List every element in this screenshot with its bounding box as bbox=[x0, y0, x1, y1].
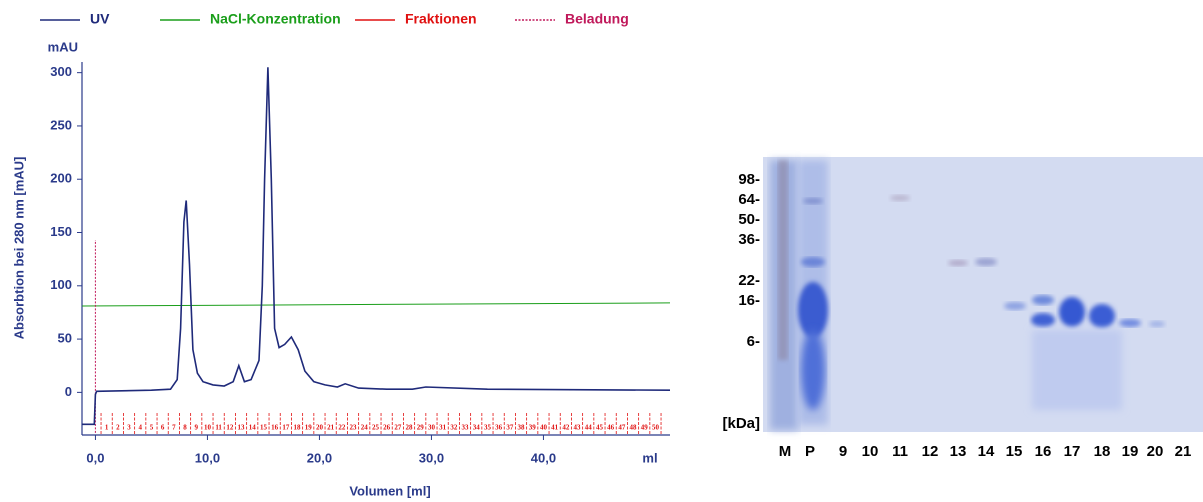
fraction-label: 14 bbox=[249, 424, 257, 432]
fraction-label: 6 bbox=[161, 424, 165, 432]
lane-label: 10 bbox=[862, 443, 879, 460]
fraction-label: 8 bbox=[183, 424, 187, 432]
fraction-label: 22 bbox=[338, 424, 346, 432]
fraction-label: 11 bbox=[215, 424, 222, 432]
fraction-label: 5 bbox=[150, 424, 154, 432]
fraction-label: 16 bbox=[271, 424, 279, 432]
legend-label: Beladung bbox=[565, 11, 629, 27]
fraction-label: 17 bbox=[282, 424, 290, 432]
y-tick-label: 200 bbox=[50, 171, 72, 186]
marker-label: 22- bbox=[738, 272, 760, 289]
fraction-label: 12 bbox=[226, 424, 234, 432]
fraction-label: 9 bbox=[194, 424, 198, 432]
fraction-label: 18 bbox=[294, 424, 302, 432]
fraction-label: 3 bbox=[127, 424, 131, 432]
lane-label: 21 bbox=[1175, 443, 1192, 460]
fraction-label: 48 bbox=[630, 424, 638, 432]
x-tick-label: 40,0 bbox=[531, 450, 556, 465]
x-tick-label: 0,0 bbox=[86, 450, 104, 465]
lane-label: 15 bbox=[1006, 443, 1023, 460]
lane-label: 13 bbox=[950, 443, 967, 460]
y-unit: mAU bbox=[48, 39, 78, 54]
marker-label: 16- bbox=[738, 292, 760, 309]
fraction-label: 28 bbox=[406, 424, 414, 432]
marker-label: 64- bbox=[738, 191, 760, 208]
fraction-label: 41 bbox=[551, 424, 559, 432]
x-tick-label: 20,0 bbox=[307, 450, 332, 465]
x-tick-label: 10,0 bbox=[195, 450, 220, 465]
fraction-label: 38 bbox=[518, 424, 526, 432]
fraction-label: 40 bbox=[540, 424, 548, 432]
y-tick-label: 300 bbox=[50, 64, 72, 79]
lane-label: 18 bbox=[1094, 443, 1111, 460]
fraction-label: 4 bbox=[138, 424, 142, 432]
y-title: Absorbtion bei 280 nm [mAU] bbox=[11, 157, 26, 340]
lane-label: 17 bbox=[1064, 443, 1081, 460]
page: UV NaCl-Konzentration Fraktionen Beladung mA… bbox=[0, 0, 1203, 502]
y-tick-label: 250 bbox=[50, 117, 72, 132]
y-tick-label: 100 bbox=[50, 277, 72, 292]
fraction-label: 1 bbox=[105, 424, 109, 432]
fraction-label: 15 bbox=[260, 424, 268, 432]
y-tick-label: 150 bbox=[50, 224, 72, 239]
fraction-label: 30 bbox=[428, 424, 436, 432]
lane-label: 19 bbox=[1122, 443, 1139, 460]
fraction-label: 32 bbox=[450, 424, 458, 432]
nacl-line bbox=[82, 303, 670, 306]
gel-unit: [kDa] bbox=[722, 415, 760, 432]
fraction-label: 23 bbox=[350, 424, 358, 432]
fraction-label: 34 bbox=[473, 424, 481, 432]
fraction-label: 37 bbox=[506, 424, 514, 432]
fraction-label: 31 bbox=[439, 424, 447, 432]
fraction-label: 33 bbox=[462, 424, 470, 432]
fraction-label: 36 bbox=[495, 424, 503, 432]
marker-label: 98- bbox=[738, 171, 760, 188]
marker-label: 50- bbox=[738, 211, 760, 228]
y-tick-label: 0 bbox=[65, 384, 72, 399]
fraction-label: 10 bbox=[204, 424, 212, 432]
lane-label: P bbox=[805, 443, 815, 460]
fraction-label: 35 bbox=[484, 424, 492, 432]
lane-label: M bbox=[779, 443, 792, 460]
lane-label: 9 bbox=[839, 443, 847, 460]
legend-label: UV bbox=[90, 11, 110, 27]
marker-label: 6- bbox=[747, 333, 760, 350]
gel-image bbox=[763, 157, 1203, 432]
fraction-label: 25 bbox=[372, 424, 380, 432]
fraction-label: 24 bbox=[361, 424, 369, 432]
x-tick-label: 30,0 bbox=[419, 450, 444, 465]
fraction-label: 20 bbox=[316, 424, 324, 432]
lane-label: 20 bbox=[1147, 443, 1164, 460]
fraction-label: 2 bbox=[116, 424, 120, 432]
fraction-label: 46 bbox=[607, 424, 615, 432]
fraction-label: 29 bbox=[417, 424, 425, 432]
fraction-label: 21 bbox=[327, 424, 335, 432]
lane-label: 12 bbox=[922, 443, 939, 460]
fraction-label: 49 bbox=[641, 424, 649, 432]
lane-label: 14 bbox=[978, 443, 995, 460]
fraction-label: 42 bbox=[562, 424, 570, 432]
marker-label: 36- bbox=[738, 231, 760, 248]
lane-label: 11 bbox=[892, 443, 908, 460]
legend-label: NaCl-Konzentration bbox=[210, 11, 341, 27]
x-title: Volumen [ml] bbox=[349, 483, 430, 498]
fraction-label: 7 bbox=[172, 424, 176, 432]
fraction-label: 45 bbox=[596, 424, 604, 432]
fraction-label: 44 bbox=[585, 424, 593, 432]
fraction-label: 19 bbox=[305, 424, 313, 432]
lane-label: 16 bbox=[1035, 443, 1052, 460]
fraction-label: 13 bbox=[238, 424, 246, 432]
fraction-label: 26 bbox=[383, 424, 391, 432]
fraction-label: 43 bbox=[574, 424, 582, 432]
fraction-label: 50 bbox=[652, 424, 660, 432]
y-tick-label: 50 bbox=[58, 331, 72, 346]
fraction-label: 39 bbox=[529, 424, 537, 432]
legend-label: Fraktionen bbox=[405, 11, 477, 27]
x-unit: ml bbox=[642, 450, 657, 465]
fraction-label: 47 bbox=[618, 424, 626, 432]
fraction-label: 27 bbox=[394, 424, 402, 432]
uv-line bbox=[82, 67, 670, 424]
